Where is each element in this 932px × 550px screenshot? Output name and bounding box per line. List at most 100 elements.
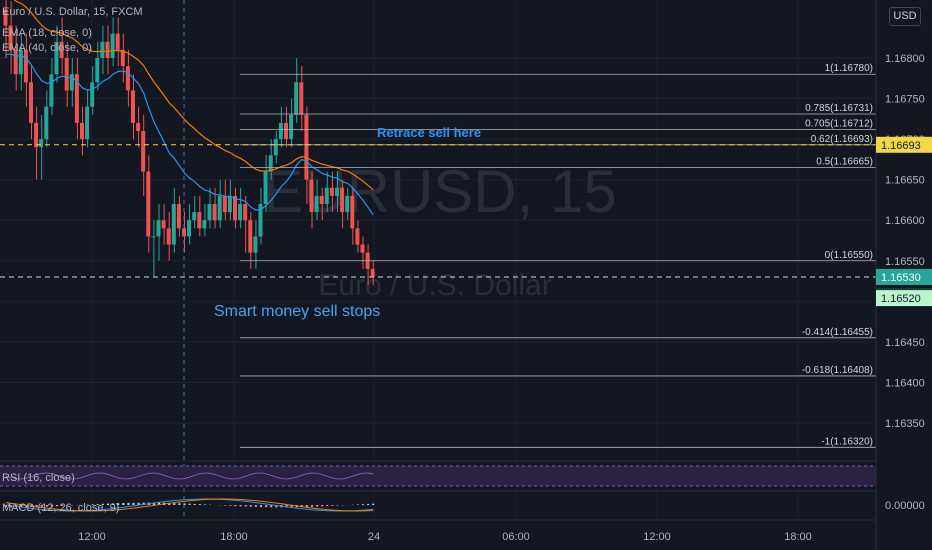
candle-body bbox=[176, 204, 181, 229]
watermark-name: Euro / U.S. Dollar bbox=[318, 269, 551, 302]
candle-body bbox=[319, 195, 324, 204]
ema40-legend[interactable]: EMA (40, close, 0) bbox=[2, 42, 92, 54]
candle-body bbox=[238, 204, 243, 221]
candle-body bbox=[202, 220, 207, 229]
candle-body bbox=[263, 171, 268, 204]
candle-body bbox=[90, 82, 95, 107]
price-label-bg bbox=[876, 136, 932, 153]
candle-body bbox=[248, 220, 253, 253]
time-axis-tick: 06:00 bbox=[502, 531, 530, 543]
symbol-legend[interactable]: Euro / U.S. Dollar, 15, FXCM bbox=[2, 6, 143, 18]
macd-line bbox=[5, 498, 374, 512]
price-axis-tick: 1.16550 bbox=[885, 256, 925, 268]
candle-body bbox=[8, 25, 13, 50]
time-axis-tick: 12:00 bbox=[78, 531, 106, 543]
candle-body bbox=[80, 122, 84, 140]
candle-body bbox=[294, 82, 299, 115]
price-axis-tick: 1.16750 bbox=[885, 94, 925, 106]
candle-body bbox=[212, 204, 217, 221]
candle-body bbox=[49, 74, 54, 107]
candle-body bbox=[258, 204, 263, 237]
fib-level-label: -0.618(1.16408) bbox=[802, 365, 873, 376]
fib-level-label: 0.785(1.16731) bbox=[805, 103, 873, 114]
candle-body bbox=[136, 122, 141, 131]
candle-body bbox=[360, 244, 365, 253]
candle-body bbox=[59, 41, 64, 58]
candle-body bbox=[69, 74, 74, 91]
fib-level-label: -1(1.16320) bbox=[821, 436, 873, 447]
candle-body bbox=[105, 41, 110, 58]
candle-body bbox=[125, 66, 130, 91]
candle-body bbox=[13, 49, 18, 75]
price-axis-tick: 1.16650 bbox=[885, 175, 925, 187]
candle-body bbox=[34, 122, 39, 148]
rsi-band bbox=[0, 466, 876, 486]
candle-body bbox=[54, 41, 59, 75]
price-axis-tick: 1.16400 bbox=[885, 377, 925, 389]
macd-legend[interactable]: MACD (12, 26, close, 9) bbox=[2, 502, 120, 514]
candle-body bbox=[74, 74, 79, 123]
fib-level-label: 0.705(1.16712) bbox=[805, 118, 873, 129]
candle-body bbox=[314, 195, 319, 213]
candle-body bbox=[23, 49, 28, 83]
candle-body bbox=[166, 228, 171, 245]
price-label: 1.16530 bbox=[881, 272, 921, 284]
price-label-bg bbox=[876, 269, 932, 285]
time-axis-tick: 12:00 bbox=[643, 531, 671, 543]
candle-body bbox=[95, 58, 100, 83]
fib-level-label: 0.5(1.16665) bbox=[816, 157, 873, 168]
candle-body bbox=[156, 220, 161, 237]
candle-body bbox=[29, 82, 33, 123]
price-label: 1.16520 bbox=[881, 293, 921, 305]
rsi-legend[interactable]: RSI (16, close) bbox=[2, 472, 75, 484]
price-axis-tick: 1.16800 bbox=[885, 53, 925, 65]
candle-body bbox=[146, 171, 151, 237]
candle-body bbox=[289, 114, 294, 140]
annotation-retrace: Retrace sell here bbox=[377, 125, 481, 140]
time-axis-tick: 18:00 bbox=[220, 531, 248, 543]
time-axis-tick: 24 bbox=[368, 531, 380, 543]
candle-body bbox=[100, 41, 105, 58]
fib-level-label: 1(1.16780) bbox=[825, 63, 873, 74]
fib-level-label: 0(1.16550) bbox=[825, 250, 873, 261]
candle-body bbox=[192, 212, 197, 221]
candle-body bbox=[115, 33, 120, 50]
candle-body bbox=[18, 49, 23, 75]
candle-body bbox=[141, 131, 146, 172]
candle-body bbox=[222, 195, 227, 213]
ema18-line bbox=[5, 53, 374, 216]
price-label-bg bbox=[876, 290, 932, 307]
candle-body bbox=[171, 204, 176, 245]
candle-body bbox=[304, 114, 309, 180]
currency-button[interactable]: USD bbox=[889, 7, 921, 26]
macd-signal-line bbox=[5, 498, 374, 512]
candle-body bbox=[187, 220, 192, 237]
price-axis-tick: 1.16450 bbox=[885, 337, 925, 349]
candle-body bbox=[161, 220, 166, 229]
candle-body bbox=[345, 195, 350, 213]
ema18-legend[interactable]: EMA (18, close, 0) bbox=[2, 27, 92, 39]
price-axis-tick: 1.16350 bbox=[885, 418, 925, 430]
candle-body bbox=[284, 122, 288, 140]
candle-body bbox=[197, 212, 202, 229]
candle-body bbox=[64, 58, 69, 91]
fib-level-label: -0.414(1.16455) bbox=[802, 327, 873, 338]
candle-body bbox=[131, 90, 135, 123]
candle-body bbox=[120, 49, 125, 67]
candle-body bbox=[324, 187, 329, 204]
candle-body bbox=[268, 155, 273, 172]
annotation-stops: Smart money sell stops bbox=[214, 303, 380, 320]
candle-body bbox=[3, 9, 8, 26]
candle-body bbox=[370, 268, 375, 277]
candle-body bbox=[233, 195, 237, 221]
candle-body bbox=[335, 187, 339, 196]
candle-body bbox=[217, 195, 222, 221]
candle-body bbox=[350, 195, 355, 229]
candle-body bbox=[207, 204, 212, 221]
candle-body bbox=[278, 122, 283, 140]
candle-body bbox=[85, 106, 90, 140]
ema40-line bbox=[13, 0, 374, 191]
candle-body bbox=[151, 236, 156, 238]
